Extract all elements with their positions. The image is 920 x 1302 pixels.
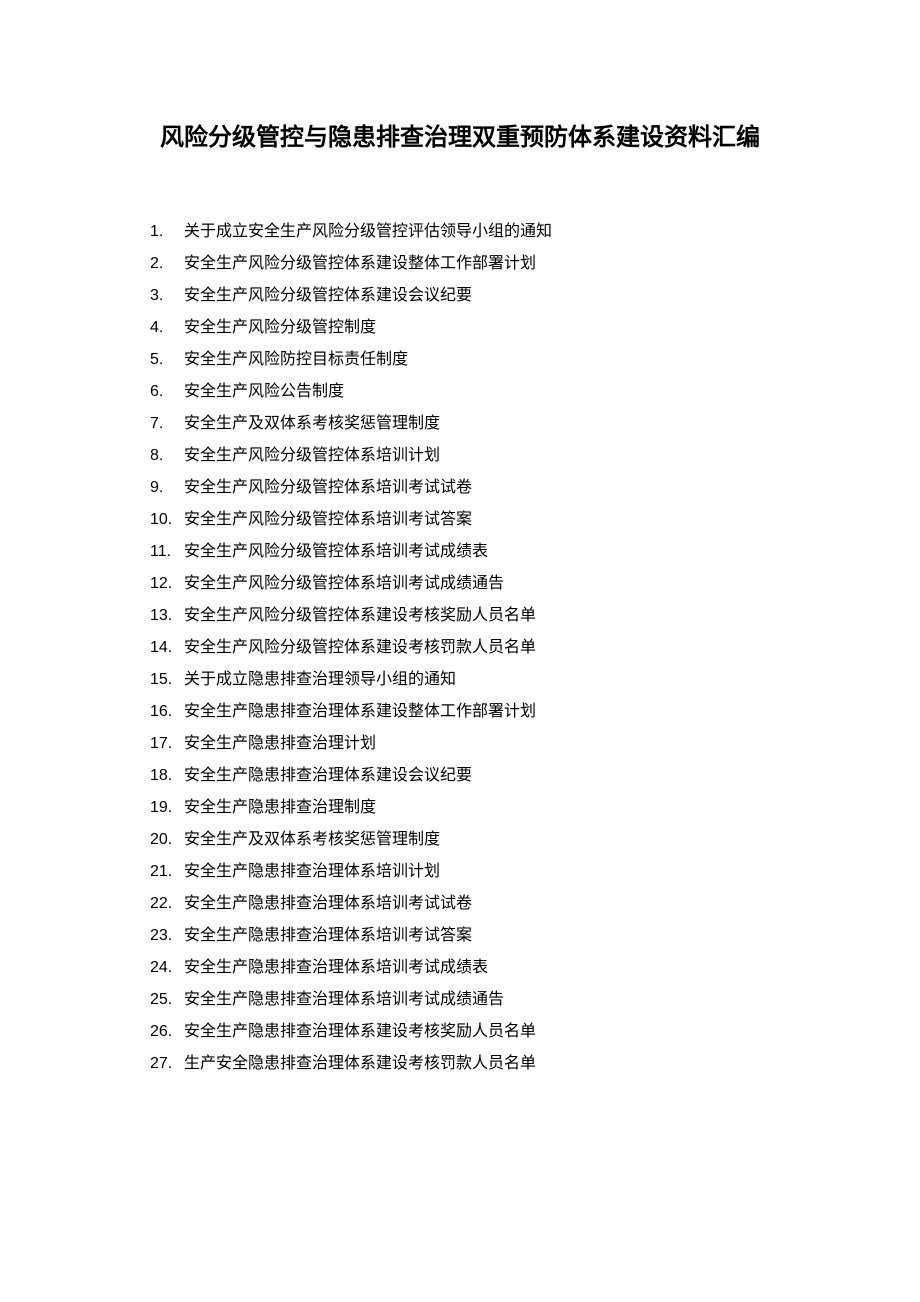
list-item: 4.安全生产风险分级管控制度 (150, 312, 770, 344)
list-item: 14.安全生产风险分级管控体系建设考核罚款人员名单 (150, 632, 770, 664)
item-number: 3. (150, 280, 184, 312)
item-number: 16. (150, 696, 184, 728)
item-text: 生产安全隐患排查治理体系建设考核罚款人员名单 (184, 1048, 770, 1080)
item-text: 安全生产隐患排查治理制度 (184, 792, 770, 824)
item-text: 安全生产风险分级管控体系建设考核奖励人员名单 (184, 600, 770, 632)
item-text: 安全生产风险分级管控体系建设会议纪要 (184, 280, 770, 312)
item-number: 11. (150, 536, 184, 568)
item-number: 23. (150, 920, 184, 952)
item-text: 安全生产风险公告制度 (184, 376, 770, 408)
document-container: 风险分级管控与隐患排查治理双重预防体系建设资料汇编 1.关于成立安全生产风险分级… (0, 120, 920, 1080)
item-text: 安全生产隐患排查治理体系建设考核奖励人员名单 (184, 1016, 770, 1048)
item-text: 安全生产风险防控目标责任制度 (184, 344, 770, 376)
item-text: 安全生产风险分级管控体系培训考试成绩表 (184, 536, 770, 568)
item-number: 5. (150, 344, 184, 376)
list-item: 27.生产安全隐患排查治理体系建设考核罚款人员名单 (150, 1048, 770, 1080)
item-text: 安全生产风险分级管控体系建设考核罚款人员名单 (184, 632, 770, 664)
list-item: 15.关于成立隐患排查治理领导小组的通知 (150, 664, 770, 696)
list-item: 1.关于成立安全生产风险分级管控评估领导小组的通知 (150, 216, 770, 248)
list-item: 6.安全生产风险公告制度 (150, 376, 770, 408)
item-number: 10. (150, 504, 184, 536)
item-text: 安全生产风险分级管控体系建设整体工作部署计划 (184, 248, 770, 280)
list-item: 17.安全生产隐患排查治理计划 (150, 728, 770, 760)
list-item: 25.安全生产隐患排查治理体系培训考试成绩通告 (150, 984, 770, 1016)
item-text: 安全生产隐患排查治理体系培训计划 (184, 856, 770, 888)
list-item: 7.安全生产及双体系考核奖惩管理制度 (150, 408, 770, 440)
item-number: 9. (150, 472, 184, 504)
item-number: 25. (150, 984, 184, 1016)
item-number: 27. (150, 1048, 184, 1080)
table-of-contents: 1.关于成立安全生产风险分级管控评估领导小组的通知2.安全生产风险分级管控体系建… (150, 216, 770, 1080)
item-number: 26. (150, 1016, 184, 1048)
item-text: 安全生产风险分级管控体系培训计划 (184, 440, 770, 472)
item-text: 安全生产隐患排查治理体系培训考试试卷 (184, 888, 770, 920)
list-item: 3.安全生产风险分级管控体系建设会议纪要 (150, 280, 770, 312)
list-item: 2.安全生产风险分级管控体系建设整体工作部署计划 (150, 248, 770, 280)
item-number: 8. (150, 440, 184, 472)
item-text: 安全生产隐患排查治理计划 (184, 728, 770, 760)
list-item: 11.安全生产风险分级管控体系培训考试成绩表 (150, 536, 770, 568)
item-number: 12. (150, 568, 184, 600)
list-item: 19.安全生产隐患排查治理制度 (150, 792, 770, 824)
item-number: 2. (150, 248, 184, 280)
item-text: 安全生产隐患排查治理体系建设会议纪要 (184, 760, 770, 792)
list-item: 9.安全生产风险分级管控体系培训考试试卷 (150, 472, 770, 504)
list-item: 10.安全生产风险分级管控体系培训考试答案 (150, 504, 770, 536)
list-item: 22.安全生产隐患排查治理体系培训考试试卷 (150, 888, 770, 920)
list-item: 13.安全生产风险分级管控体系建设考核奖励人员名单 (150, 600, 770, 632)
item-number: 15. (150, 664, 184, 696)
item-number: 4. (150, 312, 184, 344)
list-item: 21.安全生产隐患排查治理体系培训计划 (150, 856, 770, 888)
item-number: 24. (150, 952, 184, 984)
item-number: 6. (150, 376, 184, 408)
item-text: 安全生产风险分级管控体系培训考试试卷 (184, 472, 770, 504)
document-title: 风险分级管控与隐患排查治理双重预防体系建设资料汇编 (150, 120, 770, 156)
item-text: 安全生产隐患排查治理体系培训考试答案 (184, 920, 770, 952)
item-text: 关于成立安全生产风险分级管控评估领导小组的通知 (184, 216, 770, 248)
item-text: 安全生产风险分级管控体系培训考试成绩通告 (184, 568, 770, 600)
item-text: 安全生产风险分级管控体系培训考试答案 (184, 504, 770, 536)
item-number: 1. (150, 216, 184, 248)
item-number: 22. (150, 888, 184, 920)
item-number: 19. (150, 792, 184, 824)
item-text: 安全生产隐患排查治理体系培训考试成绩通告 (184, 984, 770, 1016)
item-text: 安全生产及双体系考核奖惩管理制度 (184, 408, 770, 440)
item-text: 安全生产隐患排查治理体系培训考试成绩表 (184, 952, 770, 984)
item-number: 21. (150, 856, 184, 888)
item-text: 安全生产隐患排查治理体系建设整体工作部署计划 (184, 696, 770, 728)
list-item: 8.安全生产风险分级管控体系培训计划 (150, 440, 770, 472)
list-item: 5.安全生产风险防控目标责任制度 (150, 344, 770, 376)
item-text: 安全生产及双体系考核奖惩管理制度 (184, 824, 770, 856)
item-number: 13. (150, 600, 184, 632)
list-item: 16.安全生产隐患排查治理体系建设整体工作部署计划 (150, 696, 770, 728)
item-number: 18. (150, 760, 184, 792)
list-item: 23.安全生产隐患排查治理体系培训考试答案 (150, 920, 770, 952)
list-item: 12.安全生产风险分级管控体系培训考试成绩通告 (150, 568, 770, 600)
item-number: 17. (150, 728, 184, 760)
item-number: 14. (150, 632, 184, 664)
list-item: 26.安全生产隐患排查治理体系建设考核奖励人员名单 (150, 1016, 770, 1048)
item-number: 20. (150, 824, 184, 856)
item-number: 7. (150, 408, 184, 440)
item-text: 关于成立隐患排查治理领导小组的通知 (184, 664, 770, 696)
list-item: 18.安全生产隐患排查治理体系建设会议纪要 (150, 760, 770, 792)
list-item: 24.安全生产隐患排查治理体系培训考试成绩表 (150, 952, 770, 984)
list-item: 20.安全生产及双体系考核奖惩管理制度 (150, 824, 770, 856)
item-text: 安全生产风险分级管控制度 (184, 312, 770, 344)
